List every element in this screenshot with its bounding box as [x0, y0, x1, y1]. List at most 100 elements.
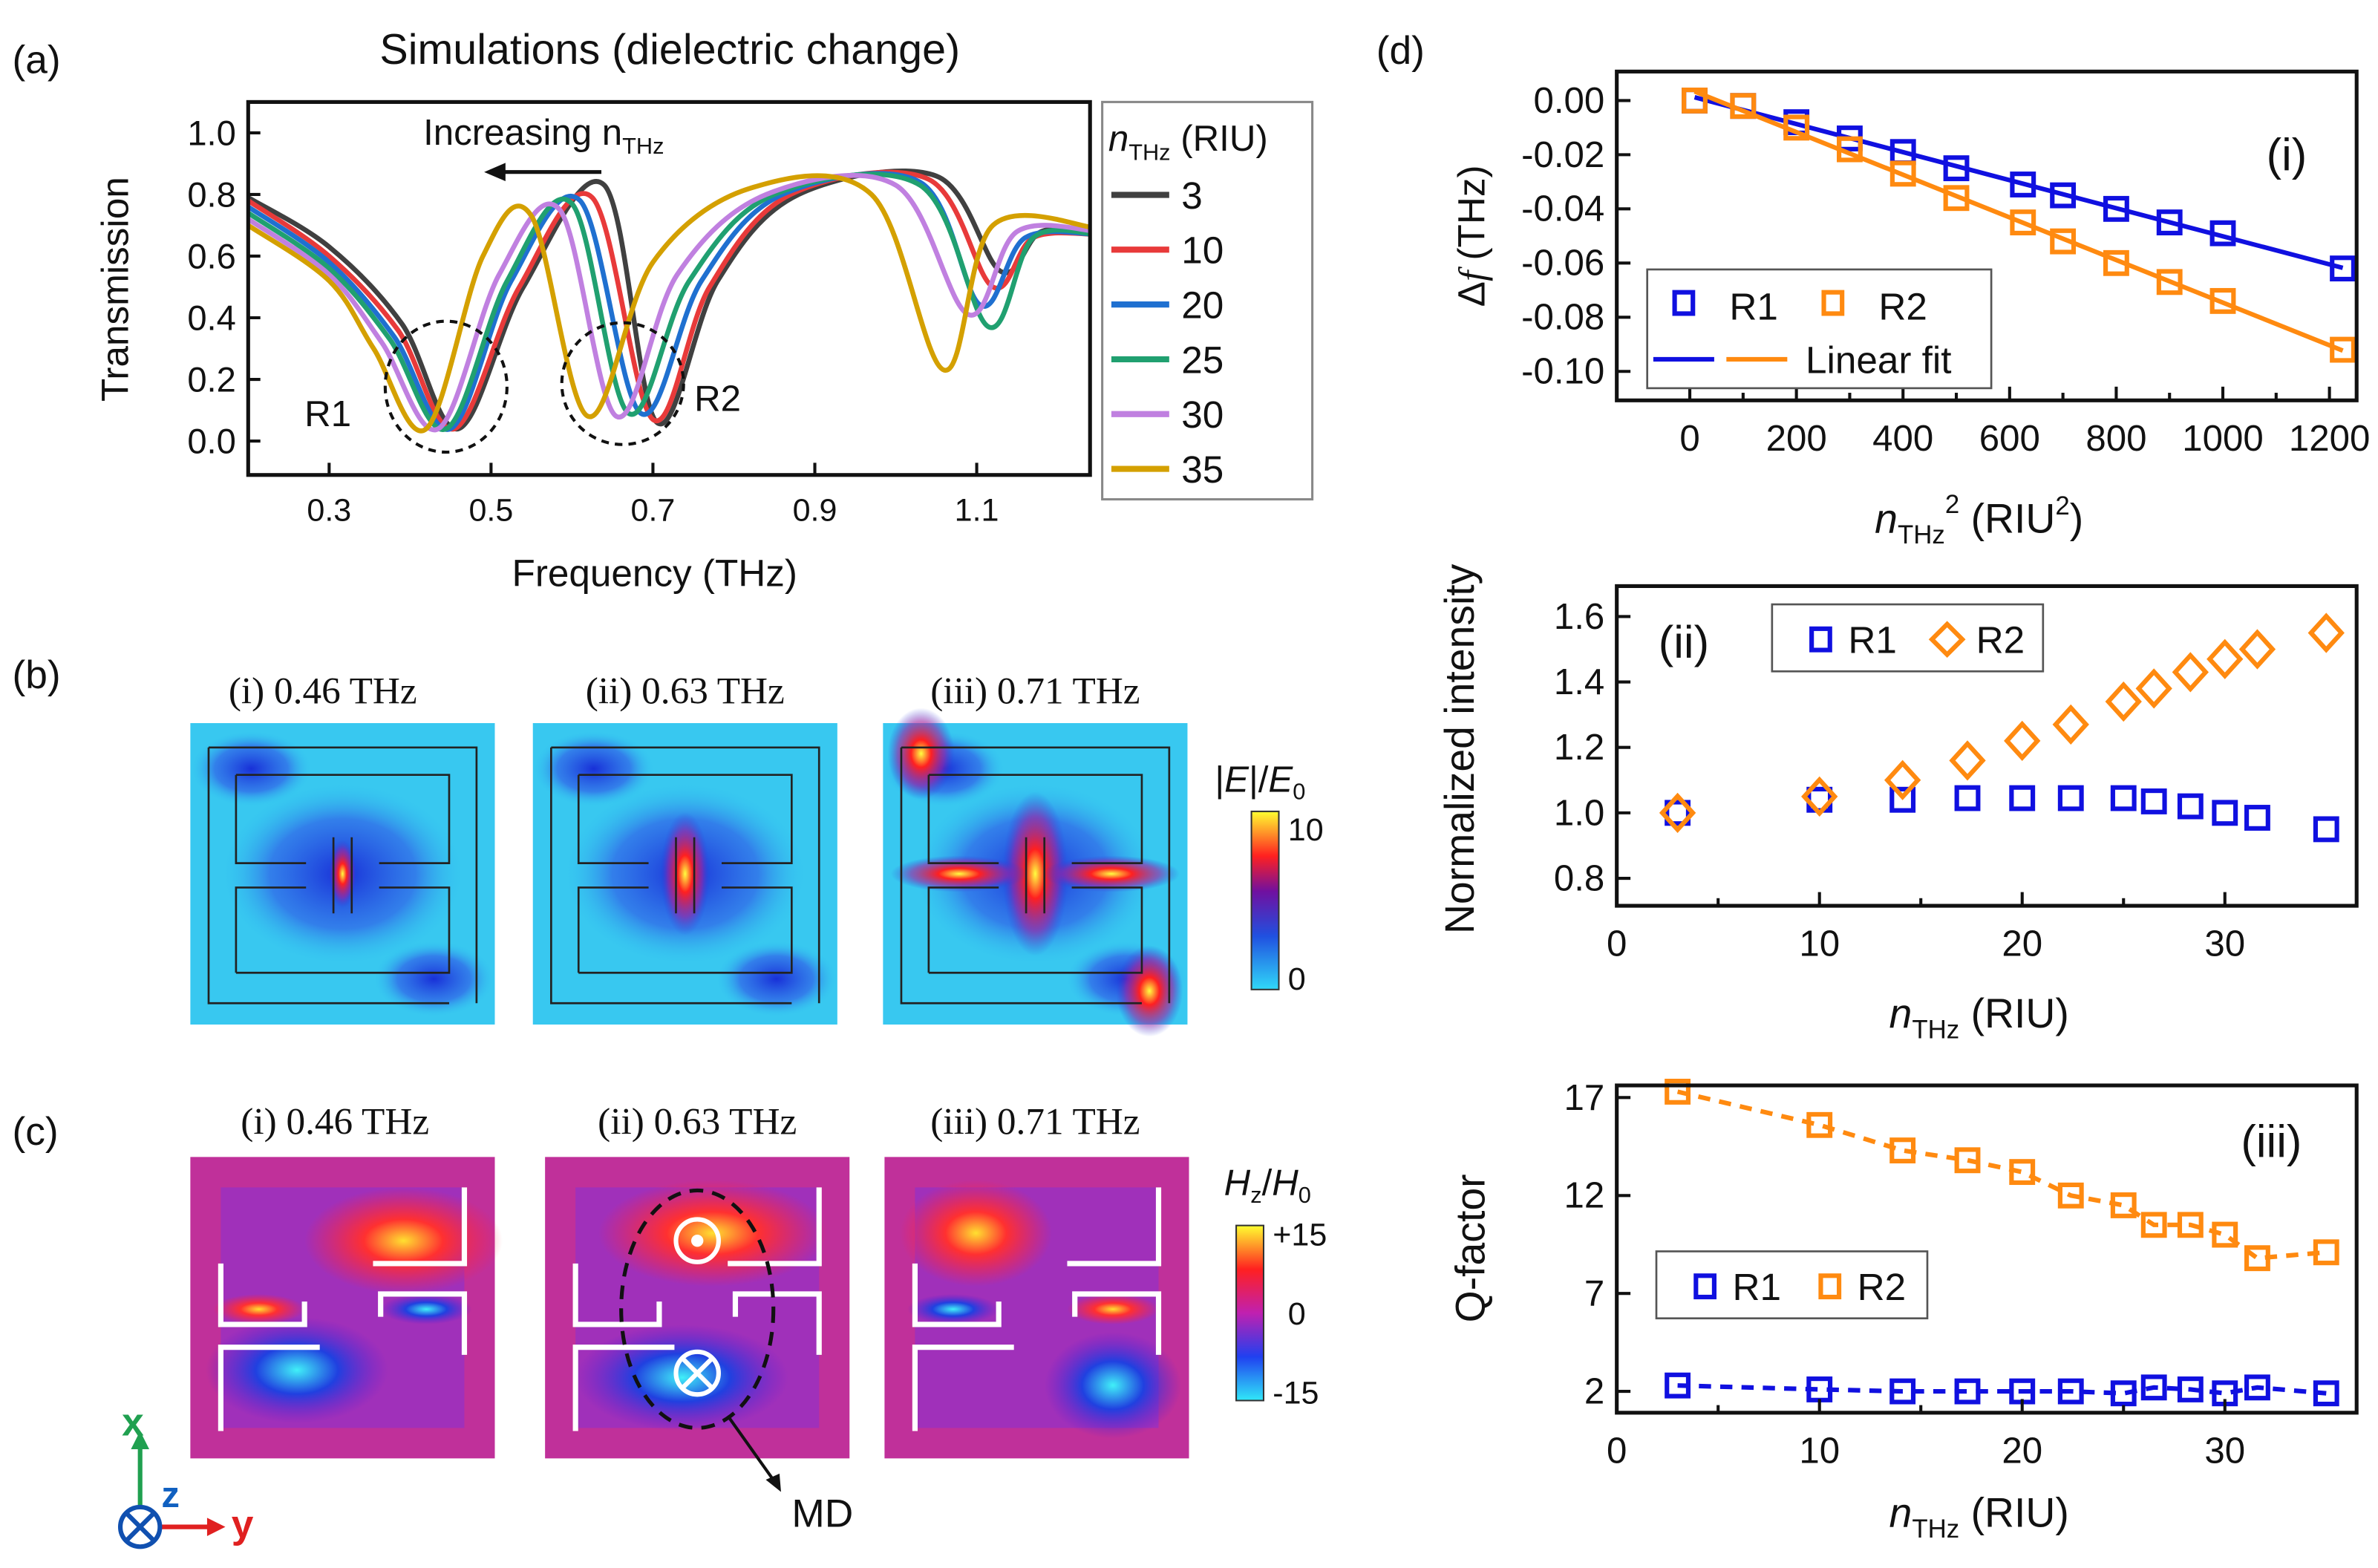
- data-point-R2: [2105, 681, 2142, 722]
- data-point-R2: [2206, 638, 2244, 679]
- panel-tag-ii: (ii): [1659, 617, 1709, 668]
- data-point-R2: [2212, 1221, 2238, 1248]
- plot-frame: [1615, 69, 2359, 402]
- field-positive: [598, 1180, 827, 1287]
- annotation-increasing: Increasing nTHz: [423, 112, 664, 159]
- legend-marker-r1: [1809, 626, 1832, 653]
- legend-r2: R2: [1878, 286, 1927, 328]
- x-tick-label: 1200: [2289, 418, 2370, 459]
- data-point-R2: [2177, 1212, 2204, 1238]
- x-tick-label: 0.3: [307, 492, 351, 528]
- y-tick-label: -0.06: [1521, 243, 1604, 284]
- data-point-R1: [1954, 1378, 1981, 1405]
- data-point-R2: [2307, 612, 2345, 653]
- transmission-curves: [248, 169, 1091, 434]
- md-arrowhead-icon: [765, 1473, 781, 1492]
- data-point-R1: [2244, 805, 2270, 831]
- chart-d-ii: 0 10 20 30 0.8 1.0 1.2 1.4 1.6: [1554, 584, 2359, 964]
- data-point-R1: [2313, 1380, 2339, 1407]
- y-tick-label: -0.08: [1521, 297, 1604, 338]
- field-low-region: [373, 941, 495, 1017]
- x-tick-label: 0: [1679, 418, 1699, 459]
- panel-a: (a) Simulations (dielectric change) 0.3 0…: [12, 26, 1314, 594]
- current-arrows-icon: [572, 1187, 822, 1431]
- y-tick-label: 1.0: [187, 113, 236, 152]
- legend-label: 10: [1181, 229, 1224, 272]
- chart-d-i: 0 200 400 600 800 1000 1200 0.00 -0.02 -0.04 -0.06…: [1521, 69, 2370, 459]
- panel-tag-iii: (iii): [2241, 1116, 2302, 1167]
- trend-line-R1: [1677, 1383, 2327, 1396]
- field-positive: [213, 1293, 305, 1324]
- panel-label-d: (d): [1376, 29, 1425, 73]
- legend-r2: R2: [1976, 619, 2025, 662]
- into-plane-icon: [673, 1349, 721, 1397]
- data-point-R1: [2177, 1376, 2204, 1402]
- y-tick-label: -0.04: [1521, 189, 1604, 229]
- current-arrows-icon: [912, 1187, 1162, 1431]
- colorbar-label-h: Hz/H0: [1224, 1163, 1311, 1208]
- panel-label-a: (a): [12, 38, 60, 82]
- y-tick-label: 0.00: [1534, 80, 1605, 121]
- e-field-map-1: [190, 722, 495, 1025]
- data-point-R1: [2110, 785, 2137, 811]
- field-hot-spot: [1042, 855, 1180, 892]
- legend-marker-r1: [1672, 290, 1696, 316]
- h-field-map-1: [190, 1157, 503, 1459]
- y-tick-label: 0.8: [187, 174, 236, 214]
- data-point-R2: [2110, 1192, 2137, 1218]
- legend-marker-r2: [1928, 621, 1966, 659]
- field-title-b2: (ii) 0.63 THz: [586, 670, 785, 712]
- legend-label: 3: [1181, 174, 1203, 217]
- y-tick-label: 7: [1584, 1273, 1604, 1314]
- axis-ticks-a: 0.3 0.5 0.7 0.9 1.1 0.0 0.2 0.4 0.6 0.8 1.0: [187, 113, 999, 528]
- y-axis-label: Transmission: [94, 177, 136, 402]
- data-point-R2: [1806, 1111, 1833, 1138]
- x-tick-label: 30: [2204, 1431, 2245, 1471]
- data-point-R2: [2135, 668, 2172, 709]
- md-pointer-line: [726, 1414, 778, 1486]
- x-tick-label: 800: [2085, 418, 2146, 459]
- data-point-R1: [2313, 816, 2339, 843]
- data-point-R1: [2110, 1380, 2137, 1407]
- y-axis-label-d-ii: Normalized intensity: [1437, 564, 1483, 934]
- field-hot-spot: [890, 855, 1028, 892]
- x-tick-label: 0: [1607, 1431, 1627, 1471]
- x-tick-label: 30: [2204, 924, 2245, 964]
- panel-label-b: (b): [12, 653, 60, 697]
- data-point-R1: [2103, 195, 2129, 222]
- colorbar-h-mid: 0: [1288, 1296, 1306, 1332]
- x-tick-label: 10: [1799, 1431, 1840, 1471]
- data-point-R1: [2010, 172, 2036, 197]
- y-tick-label: 12: [1564, 1175, 1605, 1216]
- data-point-R1: [1954, 785, 1981, 811]
- data-point-R2: [1889, 160, 1916, 187]
- field-hot-spot: [328, 839, 356, 909]
- field-negative: [907, 1293, 999, 1324]
- md-label: MD: [791, 1492, 853, 1536]
- legend-d-i: [1646, 268, 1993, 390]
- chart-title: Simulations (dielectric change): [379, 26, 960, 74]
- legend-label: 20: [1181, 284, 1224, 327]
- y-axis-label-d-iii: Q-factor: [1447, 1174, 1493, 1322]
- field-title-c1: (i) 0.46 THz: [241, 1101, 429, 1143]
- data-point-R2: [1889, 1137, 1916, 1164]
- data-point-R1: [2140, 788, 2167, 814]
- field-positive: [304, 1187, 503, 1294]
- chart-d-iii: 0 10 20 30 2 7 12 17: [1564, 1077, 2359, 1471]
- colorbar-e: [1250, 810, 1280, 990]
- out-of-plane-icon: [673, 1217, 721, 1264]
- legend-r1: R1: [1733, 1266, 1782, 1308]
- legend-label: 35: [1181, 448, 1224, 491]
- colorbar-h-max: +15: [1273, 1217, 1327, 1252]
- field-title-b1: (i) 0.46 THz: [229, 670, 417, 712]
- data-point-R1: [2209, 220, 2236, 246]
- panel-tag-i: (i): [2267, 130, 2307, 181]
- x-axis-label: Frequency (THz): [512, 552, 797, 594]
- x-axis-label-d-iii: nTHz (RIU): [1889, 1490, 2069, 1544]
- data-point-R1: [1889, 786, 1916, 813]
- field-hot-spot: [660, 811, 711, 936]
- y-tick-label: 0.6: [187, 236, 236, 275]
- field-title-c2: (ii) 0.63 THz: [598, 1101, 797, 1143]
- data-point-R2: [2050, 228, 2077, 255]
- data-point-R2: [1837, 136, 1863, 163]
